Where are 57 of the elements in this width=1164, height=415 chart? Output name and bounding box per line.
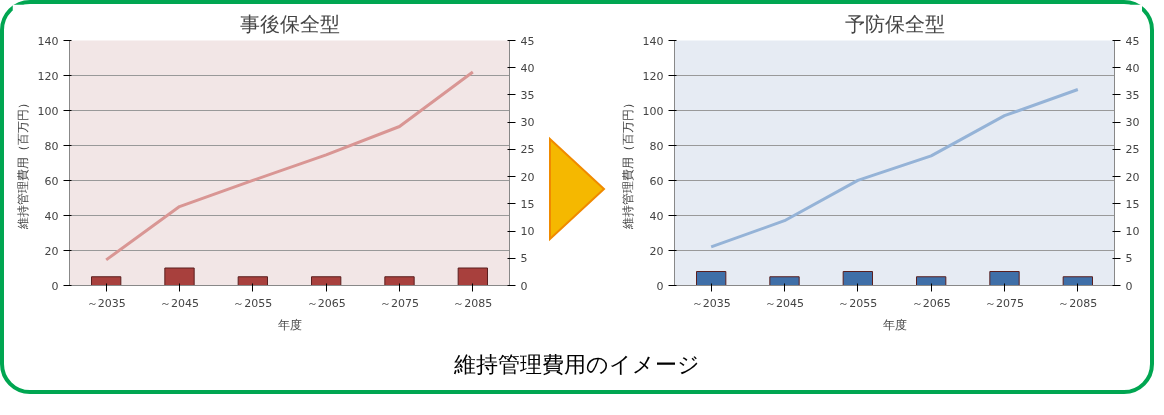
y2-tick-label: 45 — [520, 34, 535, 48]
y2-tick-label: 45 — [1125, 34, 1140, 48]
y-tick-label: 20 — [649, 244, 664, 258]
y2-tick-label: 40 — [520, 61, 535, 75]
y2-tick-label: 0 — [520, 279, 528, 293]
y-tick-label: 120 — [642, 69, 664, 83]
y-tick-label: 40 — [44, 209, 59, 223]
y-tick-label: 40 — [649, 209, 664, 223]
y2-tick-label: 20 — [520, 170, 535, 184]
x-tick-label: ～2075 — [380, 296, 419, 310]
y2-tick-label: 5 — [1125, 252, 1133, 266]
x-tick-label: ～2045 — [765, 296, 804, 310]
y-tick-label: 0 — [656, 279, 664, 293]
y2-tick-label: 0 — [1125, 279, 1133, 293]
x-tick-label: ～2085 — [453, 296, 493, 310]
x-axis-title: 年度 — [882, 317, 907, 332]
y2-tick-label: 30 — [1125, 116, 1140, 130]
y-tick-label: 120 — [37, 69, 59, 83]
y-tick-label: 140 — [642, 34, 664, 48]
y2-tick-label: 35 — [520, 88, 535, 102]
y-tick-label: 80 — [44, 139, 59, 153]
x-axis-title: 年度 — [277, 317, 302, 332]
x-tick-label: ～2035 — [86, 296, 126, 310]
line-series — [104, 70, 475, 262]
chart-title: 予防保全型 — [844, 11, 945, 36]
x-tick-label: ～2065 — [306, 296, 346, 310]
x-tick-label: ～2065 — [911, 296, 951, 310]
x-tick-label: ～2085 — [1058, 296, 1098, 310]
y2-tick-label: 15 — [520, 197, 535, 211]
y-tick-label: 80 — [649, 139, 664, 153]
y2-tick-label: 30 — [520, 116, 535, 130]
y2-tick-label: 10 — [1125, 225, 1140, 239]
y2-tick-label: 10 — [520, 225, 535, 239]
x-tick-label: ～2035 — [691, 296, 731, 310]
y-tick-label: 100 — [37, 104, 59, 118]
y-axis-title: 維持管理費用（百万円） — [620, 97, 635, 230]
y-tick-label: 140 — [37, 34, 59, 48]
y2-tick-label: 25 — [520, 143, 535, 157]
x-tick-label: ～2045 — [160, 296, 199, 310]
y-tick-label: 100 — [642, 104, 664, 118]
y2-tick-label: 25 — [1125, 143, 1140, 157]
y2-tick-label: 15 — [1125, 197, 1140, 211]
y2-tick-label: 5 — [520, 252, 528, 266]
y-tick-label: 60 — [649, 174, 664, 188]
line-series — [709, 88, 1080, 249]
y2-tick-label: 40 — [1125, 61, 1140, 75]
x-tick-label: ～2055 — [233, 296, 273, 310]
chart-title: 事後保全型 — [239, 11, 340, 36]
y-tick-label: 20 — [44, 244, 59, 258]
y2-tick-label: 35 — [1125, 88, 1140, 102]
y-tick-label: 0 — [51, 279, 59, 293]
y-axis-title: 維持管理費用（百万円） — [15, 97, 30, 230]
x-tick-label: ～2055 — [838, 296, 878, 310]
x-tick-label: ～2075 — [985, 296, 1024, 310]
y2-tick-label: 20 — [1125, 170, 1140, 184]
y-tick-label: 60 — [44, 174, 59, 188]
text: 維持管理費用のイメージ — [454, 351, 700, 379]
